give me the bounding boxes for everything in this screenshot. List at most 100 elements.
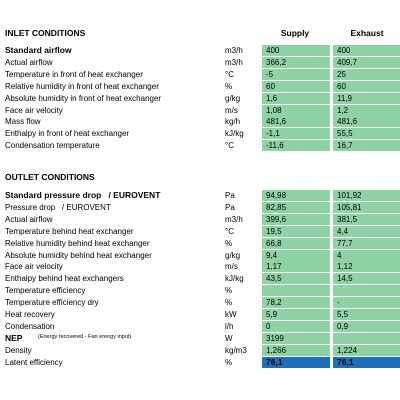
row-label: Latent efficiency [5,357,63,367]
value: 9,4 [266,250,278,260]
value: 3199 [266,333,284,343]
row-label: Temperature in front of heat exchanger [5,69,143,79]
unit: m3/h [225,46,243,55]
row-label: Mass flow [5,117,41,127]
unit: g/kg [225,250,241,260]
unit: % [225,238,233,248]
value-cell [262,344,330,356]
value: 82,85 [266,202,287,212]
value-cell [262,285,330,297]
row-label: Relative humidity in front of heat excha… [5,81,159,91]
value-cell [333,273,400,285]
value-cell [262,104,330,116]
value: 481,6 [266,117,287,127]
value: 76,1 [266,356,283,367]
value-cell [262,80,330,92]
value-cell [333,116,400,128]
value: 400 [337,46,351,55]
value-cell [262,45,330,56]
unit: kJ/kg [225,129,244,139]
row-label: Actual airflow [5,57,53,67]
value-cell [333,80,400,92]
row-label: Density [5,345,32,355]
row-label: Standard airflow [5,45,72,55]
value: 55,5 [337,129,353,139]
unit: % [225,286,233,296]
value: -1,1 [266,129,280,139]
row-label: Absolute humidity behind heat exchanger [5,250,152,260]
value-cell [333,104,400,116]
unit: kW [225,310,237,319]
row-label: Face air velocity [5,105,63,115]
unit: % [225,357,233,367]
value-cell [333,332,400,344]
value: 1,224 [337,345,358,355]
value-cell [262,213,330,225]
value-cell [333,45,400,56]
value: 0 [266,321,271,331]
value-cell [333,201,400,213]
value: 481,6 [337,117,358,127]
unit: g/kg [225,93,241,103]
value-cell [262,92,330,104]
unit: l/h [225,321,234,331]
unit: °C [225,69,234,79]
unit: °C [225,141,234,151]
value-cell [262,309,330,320]
row-label: Condensation [5,321,55,331]
unit: m/s [225,262,238,272]
section-title: INLET CONDITIONS [5,28,86,38]
value-cell [333,128,400,140]
value-cell [262,237,330,249]
unit: % [225,81,233,91]
section-title: OUTLET CONDITIONS [5,172,95,182]
value-cell [333,297,400,309]
value-cell [333,140,400,152]
unit: m3/h [225,214,243,224]
value-cell [262,201,330,213]
value: 400 [266,46,280,55]
unit: kJ/kg [225,274,244,284]
value-cell [333,225,400,237]
row-label: Pressure drop / EUROVENT [5,202,111,212]
value: 1,12 [337,262,353,272]
value: 94,98 [266,191,287,200]
value-cell [333,320,400,332]
row-label: Temperature behind heat exchanger [5,226,134,236]
value: 11,9 [337,93,352,103]
value-cell [333,56,400,68]
unit: Pa [225,191,235,200]
unit: m/s [225,105,238,115]
value: 1,266 [266,345,287,355]
unit: m3/h [225,57,243,67]
value: 1,2 [337,105,349,115]
row-label: Temperature efficiency [5,286,86,296]
value: -11,6 [266,141,284,151]
value: 60 [266,81,275,91]
value-cell [262,320,330,332]
value-cell [333,190,400,201]
value-cell [262,140,330,152]
row-label: Enthalpy in front of heat exchanger [5,129,130,139]
value-cell [333,213,400,225]
row-label: Standard pressure drop / EUROVENT [5,190,161,200]
value: 105,81 [337,202,362,212]
row-label: Relative humidity behind heat exchanger [5,238,150,248]
unit: kg/m3 [225,345,247,355]
value-cell [262,225,330,237]
value-cell [262,56,330,68]
value: 366,2 [266,57,287,67]
value: 16,7 [337,141,353,151]
value: 381,5 [337,214,358,224]
value-cell [262,273,330,285]
value: 101,92 [337,191,362,200]
value: 25 [337,69,346,79]
row-label: NEP [5,332,23,343]
value-cell [262,297,330,309]
value-cell [333,237,400,249]
value: 1,08 [266,105,282,115]
value-cell [333,261,400,273]
value: 1,6 [266,93,278,103]
value-cell [333,356,400,368]
